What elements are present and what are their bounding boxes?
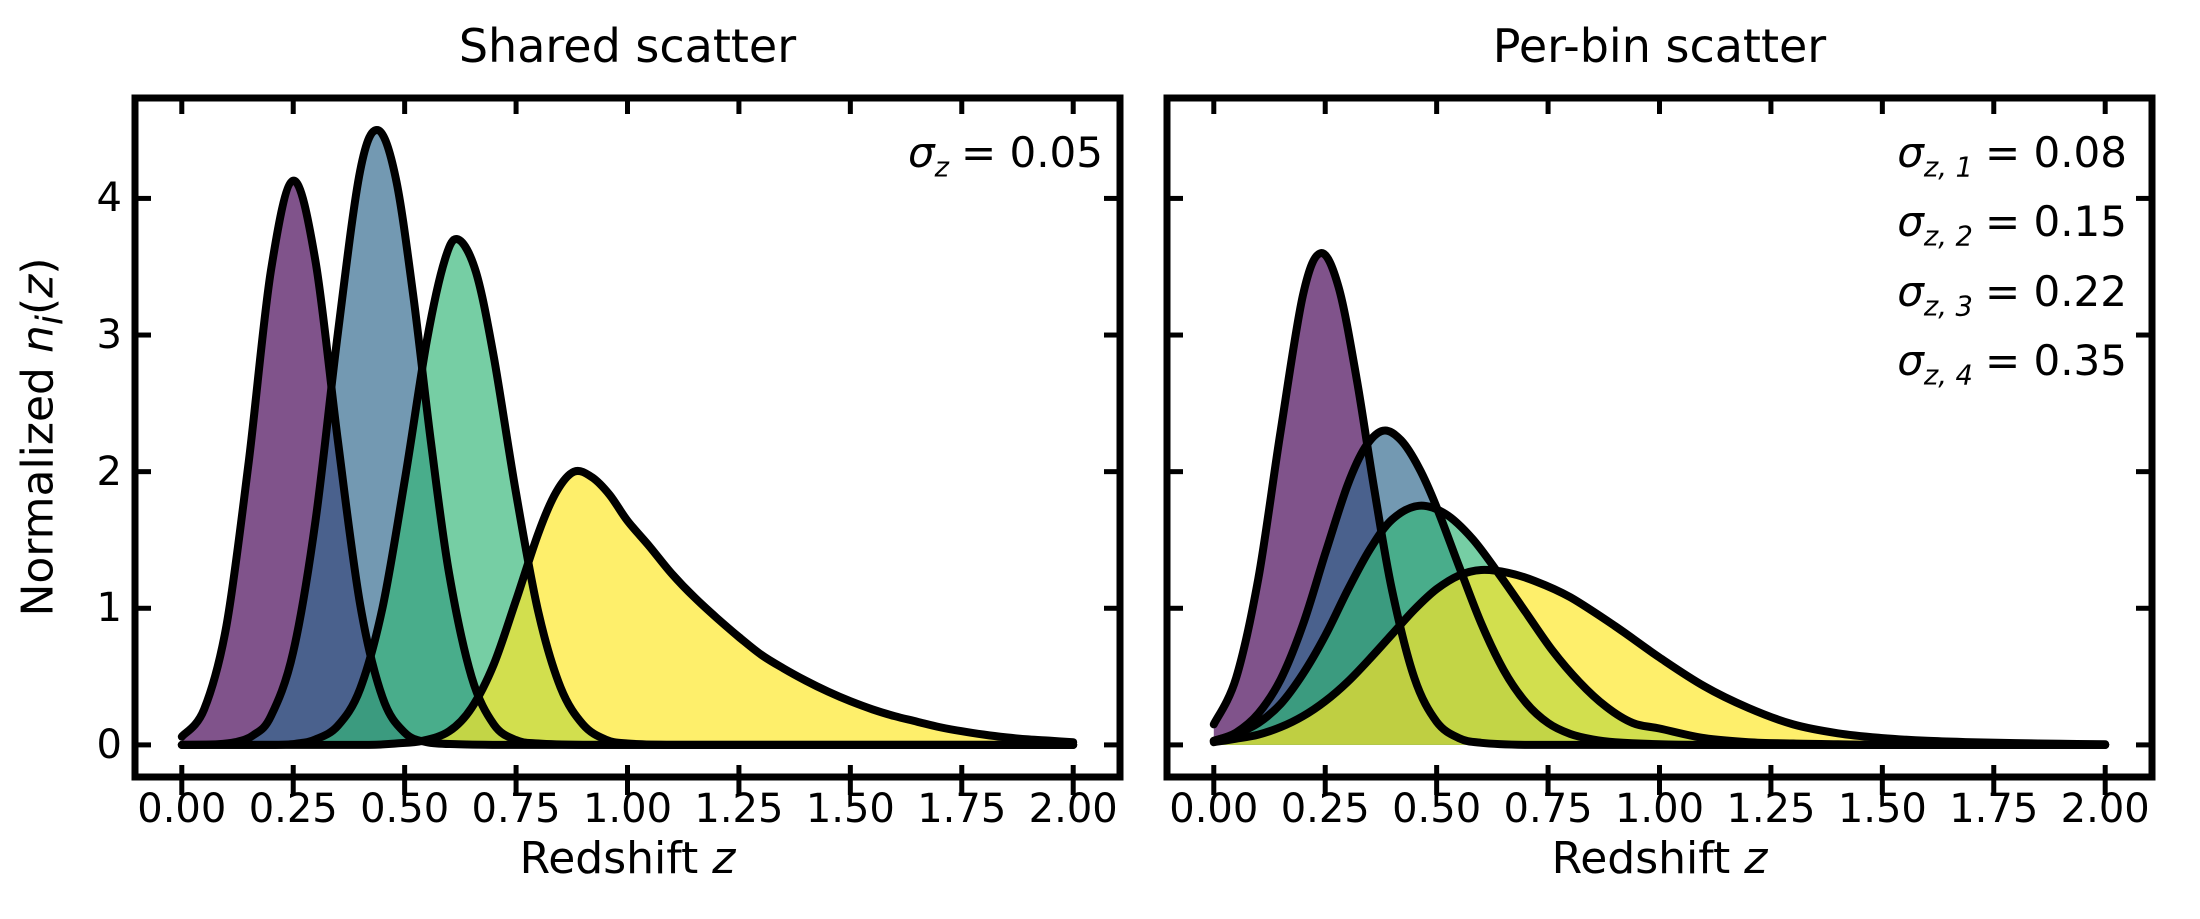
x-tick-label-right: 1.75 xyxy=(1949,786,2039,832)
sigma-annotation-line-3: σz, 3 = 0.22 xyxy=(1897,266,2127,323)
line-right-bin-3 xyxy=(1209,501,2110,749)
left-x-axis-label: Redshift z xyxy=(519,833,736,884)
x-tick-label-left: 0.50 xyxy=(360,786,450,832)
line-left-bin-4 xyxy=(177,466,1078,749)
x-tick-label-left: 0.75 xyxy=(471,786,561,832)
area-left-bin-1 xyxy=(181,180,1074,745)
right-x-axis-label: Redshift z xyxy=(1551,833,1768,884)
x-tick-label-right: 0.00 xyxy=(1169,786,1259,832)
x-tick-label-left: 1.75 xyxy=(917,786,1007,832)
area-left-bin-3 xyxy=(181,239,1074,745)
area-left-bin-4 xyxy=(181,470,1074,745)
x-tick-label-right: 1.00 xyxy=(1614,786,1705,832)
y-tick-label: 2 xyxy=(96,448,122,495)
sigma-annotation-line-2: σz, 2 = 0.15 xyxy=(1897,197,2127,253)
panel-left-fills xyxy=(181,130,1074,745)
x-tick-label-left: 2.00 xyxy=(1028,786,1118,832)
x-tick-label-left: 1.25 xyxy=(694,786,784,832)
left-panel-title: Shared scatter xyxy=(458,19,797,73)
x-tick-label-right: 0.50 xyxy=(1392,786,1482,832)
axes-spines-left xyxy=(131,94,1124,781)
axes-spines-right xyxy=(1163,94,2156,781)
x-tick-label-right: 0.25 xyxy=(1280,786,1370,832)
x-tick-label-right: 1.25 xyxy=(1726,786,1816,832)
sigma-annotation-line-1: σz, 1 = 0.08 xyxy=(1897,128,2127,184)
x-tick-label-left: 1.00 xyxy=(582,786,673,832)
panel-left-axes xyxy=(131,94,1124,795)
y-tick-label: 0 xyxy=(96,721,122,768)
x-tick-label-right: 2.00 xyxy=(2060,786,2150,832)
x-tick-label-left: 0.25 xyxy=(248,786,338,832)
line-right-bin-4 xyxy=(1209,565,2110,749)
line-left-bin-3 xyxy=(177,235,1078,749)
x-tick-label-right: 0.75 xyxy=(1503,786,1593,832)
y-tick-label: 1 xyxy=(96,585,122,632)
y-tick-label: 3 xyxy=(96,312,122,359)
left-sigma-annotation: σz = 0.05 xyxy=(907,128,1103,184)
sigma-annotation-line-4: σz, 4 = 0.35 xyxy=(1897,336,2127,392)
panel-left-lines xyxy=(177,126,1078,749)
right-panel-title: Per-bin scatter xyxy=(1492,19,1827,73)
x-tick-label-left: 1.50 xyxy=(805,786,895,832)
area-right-bin-4 xyxy=(1213,569,2106,745)
right-sigma-annotations: σz, 1 = 0.08 σz, 2 = 0.15 σz, 3 = 0.22 σz, … xyxy=(1897,126,2127,404)
panel-right-axes xyxy=(1163,94,2156,795)
x-tick-label-right: 1.50 xyxy=(1837,786,1927,832)
x-tick-label-left: 0.00 xyxy=(137,786,227,832)
y-tick-label: 4 xyxy=(96,175,122,222)
panel-right-lines xyxy=(1209,249,2110,749)
